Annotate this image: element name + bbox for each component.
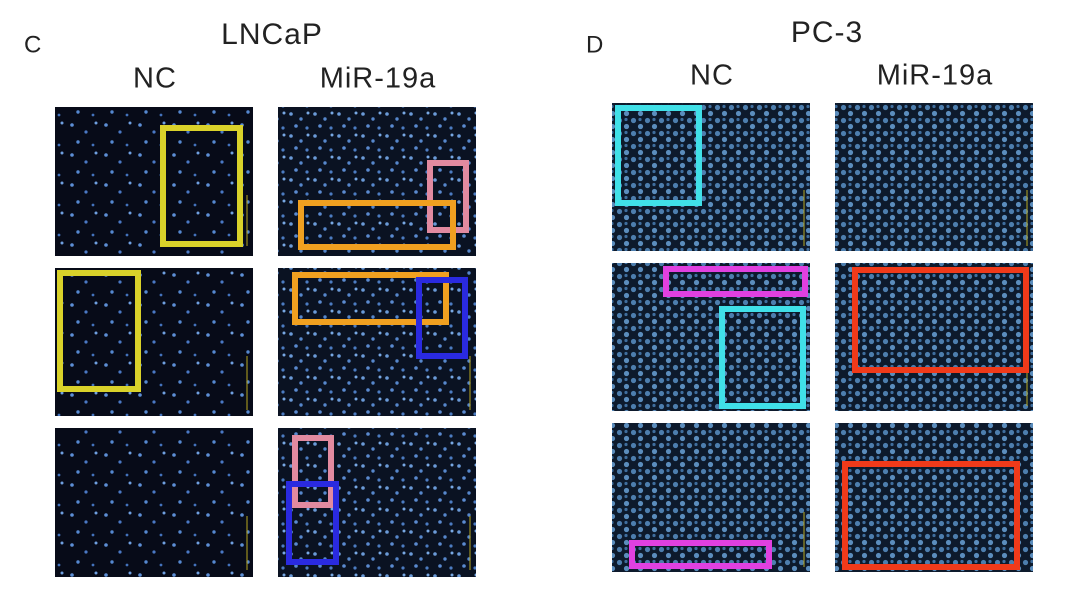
highlight-box xyxy=(852,267,1029,373)
highlight-box xyxy=(615,105,702,206)
micrograph xyxy=(835,423,1033,572)
highlight-box xyxy=(416,277,468,359)
highlight-box xyxy=(629,540,772,569)
column-label: NC xyxy=(133,63,177,95)
column-label: NC xyxy=(690,60,734,92)
panel-title: LNCaP xyxy=(221,18,323,51)
highlight-box xyxy=(842,461,1020,570)
highlight-box xyxy=(286,481,339,565)
image-grid xyxy=(55,107,476,577)
highlight-box xyxy=(57,270,141,392)
panel-letter: D xyxy=(586,31,603,58)
column-label: MiR-19a xyxy=(877,60,994,92)
highlight-box xyxy=(160,125,243,247)
highlight-box xyxy=(298,200,456,250)
highlight-box xyxy=(663,266,808,297)
micrograph xyxy=(612,423,810,572)
micrograph xyxy=(55,107,253,256)
highlight-box xyxy=(427,160,469,233)
panel-letter: C xyxy=(24,31,41,58)
panel-title: PC-3 xyxy=(791,16,863,49)
highlight-box xyxy=(719,306,806,409)
micrograph xyxy=(612,103,810,251)
micrograph xyxy=(835,263,1033,411)
micrograph xyxy=(278,107,476,256)
micrograph xyxy=(55,428,253,577)
highlight-box xyxy=(292,435,334,508)
highlight-box xyxy=(292,272,449,325)
column-label: MiR-19a xyxy=(320,63,437,95)
image-grid xyxy=(612,103,1033,572)
micrograph xyxy=(55,268,253,416)
micrograph xyxy=(612,263,810,411)
micrograph xyxy=(835,103,1033,251)
